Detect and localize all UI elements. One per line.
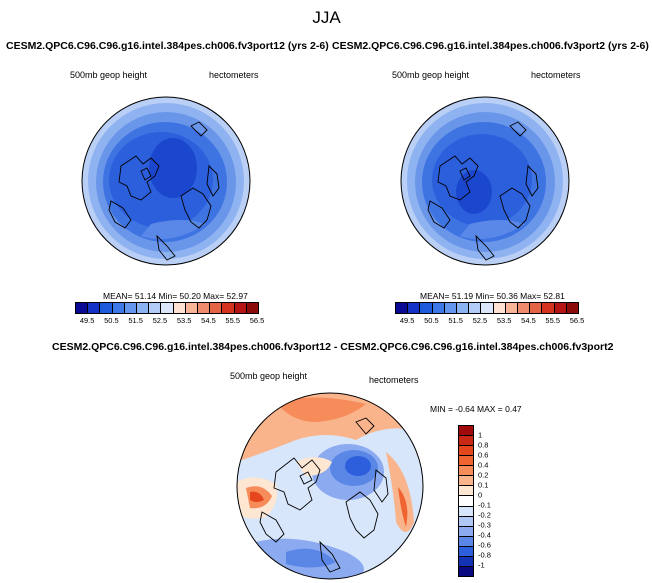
panel-2-units: hectometers [531, 70, 581, 80]
diff-colorbar-tick-label: 0 [478, 490, 483, 500]
panel-1-colorbar-swatch [76, 303, 89, 313]
panel-1-units: hectometers [209, 70, 259, 80]
diff-colorbar-tick-label: 0.6 [478, 450, 489, 460]
diff-panel-polar-map [236, 392, 424, 580]
panel-1-colorbar-ticks: 49.5 50.5 51.5 52.5 53.5 54.5 55.5 56.5 [75, 316, 264, 326]
panel-1-colorbar-tick-label: 51.5 [128, 316, 143, 325]
diff-colorbar-tick-label: 1 [478, 430, 483, 440]
panel-2-colorbar-swatch [493, 303, 506, 313]
diff-panel-units: hectometers [369, 375, 419, 385]
panel-2-colorbar-tick-label: 55.5 [545, 316, 561, 325]
diff-colorbar-tick-label: 0.4 [478, 460, 489, 470]
panel-2-colorbar [395, 302, 579, 314]
panel-2-colorbar-swatch [542, 303, 555, 313]
panel-2-colorbar-swatch [505, 303, 519, 313]
panel-2-colorbar-swatch [457, 303, 470, 313]
panel-2-colorbar-swatch [481, 303, 494, 313]
panel-1-colorbar-swatch [222, 303, 235, 313]
diff-colorbar-swatch [459, 556, 473, 567]
panel-1-colorbar-tick-label: 56.5 [249, 316, 265, 325]
diff-colorbar-tick-label: -0.3 [478, 520, 491, 530]
panel-1-colorbar-swatch [112, 303, 125, 313]
panel-1-colorbar-swatch [185, 303, 199, 313]
panel-1-colorbar-swatch [173, 303, 186, 313]
panel-2-variable-label: 500mb geop height [392, 70, 470, 80]
panel-1-colorbar-tick-label: 54.5 [201, 316, 216, 325]
panel-1-colorbar-swatch [234, 303, 247, 313]
panel-2-colorbar-swatch [518, 303, 531, 313]
panel-2-colorbar-swatch [444, 303, 458, 313]
panel-1-polar-map [81, 96, 251, 266]
panel-1-colorbar-swatch [210, 303, 223, 313]
panel-2-colorbar-swatch [469, 303, 482, 313]
diff-colorbar-swatch [459, 446, 473, 457]
panel-1-colorbar-swatch [88, 303, 101, 313]
diff-colorbar-tick-label: 0.8 [478, 440, 489, 450]
panel-2-colorbar-swatch [566, 303, 579, 313]
diff-colorbar-swatch [459, 486, 473, 497]
panel-1-colorbar-tick-label: 52.5 [152, 316, 168, 325]
diff-colorbar-tick-label: -0.6 [478, 540, 491, 550]
panel-1-colorbar-swatch [161, 303, 174, 313]
panel-1-colorbar-swatch [100, 303, 113, 313]
panel-1-colorbar-swatch [198, 303, 211, 313]
panel-2-colorbar-swatch [530, 303, 543, 313]
diff-colorbar-tick-label: 0.1 [478, 480, 489, 490]
panel-2-colorbar-ticks: 49.5 50.5 51.5 52.5 53.5 54.5 55.5 56.5 [395, 316, 584, 326]
diff-colorbar-ticks: 1 0.8 0.6 0.4 0.2 0.1 0 -0.1 -0.2 -0.3 -0.4 -0.6 -0.… [478, 425, 508, 575]
panel-2-colorbar-swatch [432, 303, 445, 313]
panel-2-colorbar-tick-label: 53.5 [496, 316, 512, 325]
panel-2-colorbar-swatch [420, 303, 433, 313]
diff-colorbar-swatch [459, 426, 473, 437]
diff-colorbar-tick-label: -0.1 [478, 500, 491, 510]
diff-colorbar-swatch [459, 526, 473, 537]
diff-panel-stats: MIN = -0.64 MAX = 0.47 [430, 404, 522, 414]
panel-2-title: CESM2.QPC6.C96.C96.g16.intel.384pes.ch00… [332, 40, 649, 52]
diff-colorbar-swatch [459, 436, 473, 447]
panel-2-colorbar-tick-label: 51.5 [448, 316, 463, 325]
panel-2-polar-map [400, 96, 570, 266]
panel-2-stats: MEAN= 51.19 Min= 50.36 Max= 52.81 [420, 291, 565, 301]
diff-colorbar-tick-label: -0.4 [478, 530, 491, 540]
diff-colorbar-tick-label: -0.8 [478, 550, 491, 560]
panel-2-colorbar-tick-label: 56.5 [569, 316, 585, 325]
panel-1-colorbar-swatch [137, 303, 150, 313]
diff-colorbar-tick-label: 0.2 [478, 470, 489, 480]
panel-1-variable-label: 500mb geop height [70, 70, 148, 80]
diff-colorbar-swatch [459, 516, 473, 527]
diff-colorbar-tick-label: -1 [478, 560, 485, 570]
diff-colorbar-swatch [459, 546, 473, 557]
panel-1-colorbar-tick-label: 53.5 [176, 316, 192, 325]
panel-2-colorbar-tick-label: 50.5 [424, 316, 439, 325]
panel-1-colorbar-tick-label: 55.5 [225, 316, 241, 325]
diff-colorbar-swatch [459, 456, 473, 467]
panel-2-colorbar-tick-label: 52.5 [472, 316, 488, 325]
panel-2-colorbar-swatch [396, 303, 409, 313]
diff-colorbar-swatch [459, 566, 473, 576]
panel-2-colorbar-swatch [408, 303, 421, 313]
panel-2-colorbar-swatch [554, 303, 567, 313]
diff-colorbar [458, 425, 474, 577]
panel-2-colorbar-tick-label: 54.5 [521, 316, 536, 325]
diff-colorbar-tick-label: -0.2 [478, 510, 491, 520]
figure-title: JJA [312, 8, 341, 27]
panel-1-colorbar-swatch [246, 303, 259, 313]
diff-panel-title: CESM2.QPC6.C96.C96.g16.intel.384pes.ch00… [52, 341, 614, 353]
diff-colorbar-swatch [459, 476, 473, 487]
panel-2-colorbar-tick-label: 49.5 [399, 316, 415, 325]
panel-1-colorbar-swatch [149, 303, 162, 313]
panel-1-colorbar-tick-label: 49.5 [79, 316, 95, 325]
panel-1-colorbar-tick-label: 50.5 [104, 316, 119, 325]
panel-1-colorbar-swatch [124, 303, 138, 313]
panel-1-stats: MEAN= 51.14 Min= 50.20 Max= 52.97 [103, 291, 248, 301]
diff-colorbar-swatch [459, 506, 473, 517]
diff-colorbar-swatch [459, 496, 473, 507]
diff-colorbar-swatch [459, 536, 473, 547]
diff-colorbar-swatch [459, 466, 473, 477]
panel-1-colorbar [75, 302, 259, 314]
panel-1-title: CESM2.QPC6.C96.C96.g16.intel.384pes.ch00… [6, 40, 329, 52]
diff-panel-variable-label: 500mb geop height [230, 371, 308, 381]
